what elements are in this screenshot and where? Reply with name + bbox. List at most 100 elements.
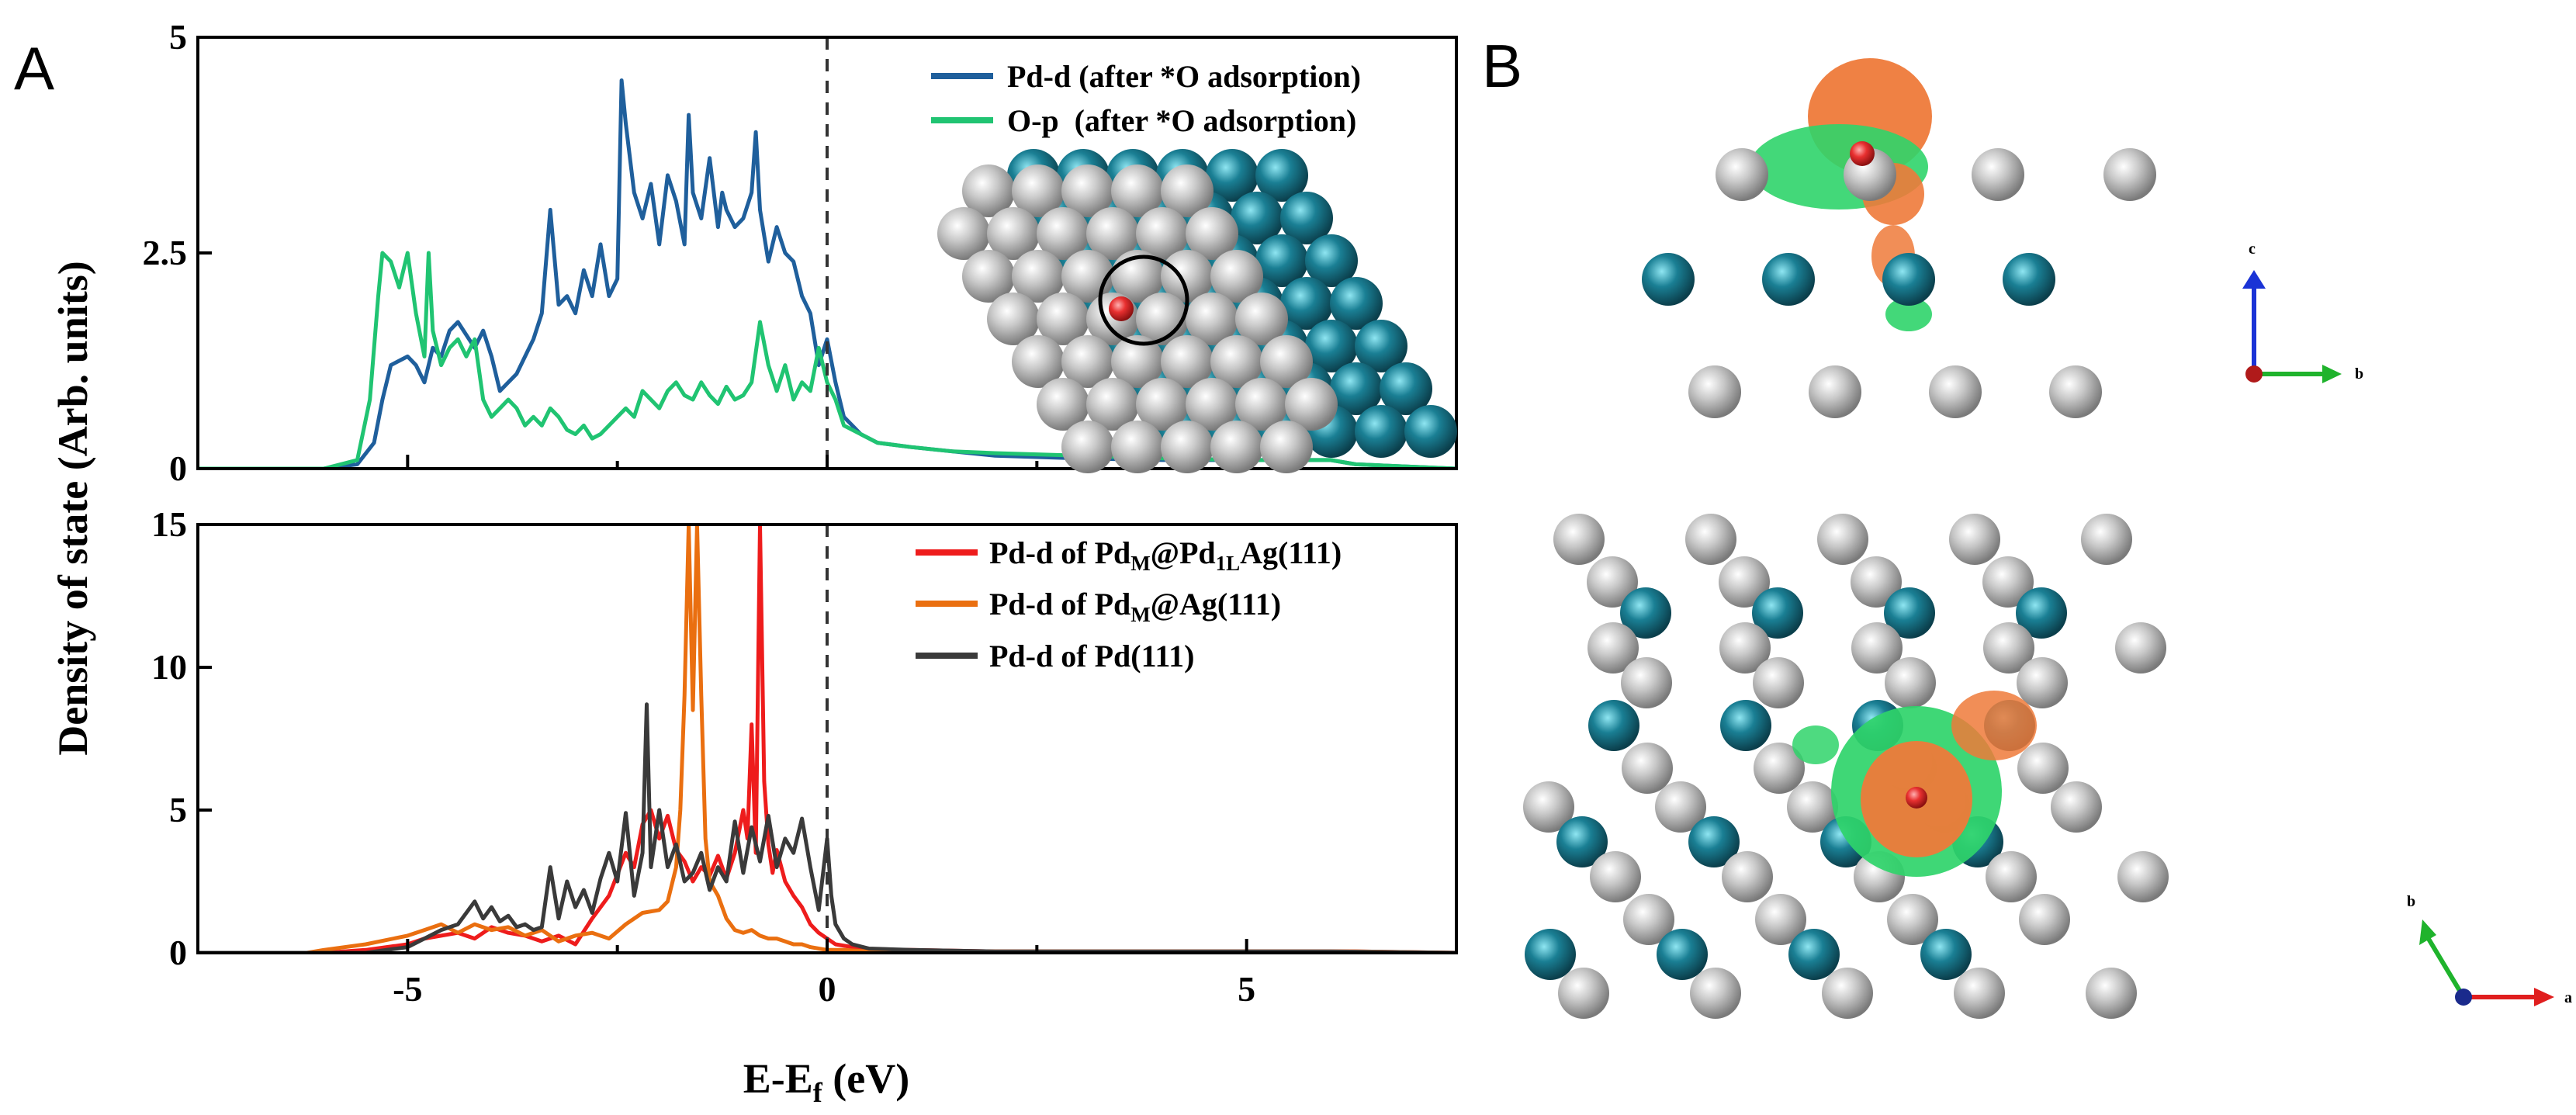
top-tick-group: 02.55 xyxy=(143,17,1248,488)
top-ag-atom xyxy=(1590,851,1641,902)
inset-ag-atom xyxy=(1260,421,1313,473)
top-ag-atom xyxy=(1722,851,1773,902)
inset-ag-atom xyxy=(962,164,1015,217)
inset-ag-atom xyxy=(1161,421,1214,473)
top-ag-atom xyxy=(1851,622,1903,674)
inset-ag-atom xyxy=(1210,335,1263,388)
axis-b-arrow-bottom xyxy=(2426,937,2466,999)
inset-pd-atom xyxy=(1404,405,1457,458)
top-ag-atom xyxy=(2017,657,2068,708)
inset-ag-atom xyxy=(1012,250,1065,303)
top-ag-atom xyxy=(2115,622,2166,674)
top-ag-atom xyxy=(1787,781,1838,833)
side-ag-atom xyxy=(1716,148,1768,201)
inset-ag-atom xyxy=(1136,378,1189,431)
top-dos-plot: 02.55 Pd-d (after *O adsorption) O-p (af… xyxy=(143,17,1458,488)
legend-pdm-pd1l-mid: @Pd xyxy=(1151,535,1216,570)
axis-origin-bottom xyxy=(2455,989,2472,1006)
inset-ag-atom xyxy=(1086,207,1139,260)
inset-pd-atom xyxy=(1255,234,1308,287)
bottom-tick-group: 0 5 10 15 -5 0 5 xyxy=(151,504,1255,1009)
crystal-axes-bottom: b a xyxy=(2407,893,2572,1006)
top-ag-atom xyxy=(1986,851,2037,902)
inset-ag-atom xyxy=(1111,421,1164,473)
axis-b-arrowhead-bottom xyxy=(2419,919,2436,945)
inset-ag-atom xyxy=(1012,164,1065,217)
top-series-group xyxy=(198,78,1456,469)
top-pd-atom xyxy=(1525,929,1576,980)
legend-label-pdm-ag: Pd-d of PdM@Ag(111) xyxy=(989,587,1281,626)
top-pd-atom xyxy=(1920,929,1972,980)
axis-origin-top xyxy=(2245,365,2263,383)
inset-ag-atom xyxy=(1161,164,1214,217)
side-pd-atom xyxy=(1762,253,1815,306)
inset-ag-atom xyxy=(1161,250,1214,303)
top-series-1-line xyxy=(198,78,1456,469)
inset-ag-atom xyxy=(1285,378,1338,431)
panel-a-label: A xyxy=(14,34,54,102)
top-ag-atom xyxy=(1753,657,1804,708)
y-axis-label: Density of state (Arb. units) xyxy=(50,261,96,755)
top-pd-atom xyxy=(1556,816,1608,867)
top-ag-atom xyxy=(1949,514,2000,565)
inset-pd-atom xyxy=(1280,277,1333,330)
top-o-atom xyxy=(1906,787,1927,809)
side-pd-atom xyxy=(1642,253,1695,306)
inset-ag-atom xyxy=(962,250,1015,303)
inset-ag-atom xyxy=(987,293,1040,345)
inset-pd-atom xyxy=(1380,362,1432,415)
top-ag-atom xyxy=(1719,622,1771,674)
top-ag-atom xyxy=(2051,781,2102,833)
top-ag-atom xyxy=(2019,894,2070,945)
charge-density-top-view xyxy=(1523,514,2169,1019)
inset-ag-atom xyxy=(1210,250,1263,303)
top-ag-atom xyxy=(1523,781,1574,833)
inset-ag-atom xyxy=(1161,335,1214,388)
top-ytick-label: 0 xyxy=(169,448,187,488)
top-ag-atom xyxy=(2086,968,2137,1019)
top-ag-atom xyxy=(1822,968,1873,1019)
inset-ag-atom xyxy=(1235,378,1288,431)
inset-ag-atom xyxy=(1061,421,1114,473)
bottom-xtick-label: 0 xyxy=(819,969,836,1009)
axis-c-label: c xyxy=(2249,241,2256,258)
bottom-ytick-label: 15 xyxy=(151,504,187,544)
top-legend: Pd-d (after *O adsorption) O-p (after *O… xyxy=(931,59,1361,138)
axis-b-arrowhead-top xyxy=(2322,365,2342,383)
inset-ag-atom xyxy=(1186,378,1238,431)
inset-pd-atom xyxy=(1330,277,1383,330)
inset-o-atom xyxy=(1109,296,1134,321)
bottom-series-2-line xyxy=(198,525,1456,953)
top-ag-atom xyxy=(1558,968,1609,1019)
inset-ag-atom xyxy=(1235,293,1288,345)
top-ag-atom xyxy=(1621,657,1672,708)
axis-a-label: a xyxy=(2564,989,2572,1006)
top-pd-atom xyxy=(2016,587,2067,639)
inset-ag-atom xyxy=(1037,293,1089,345)
panel-b-label: B xyxy=(1482,32,1522,100)
x-axis-label-main: E-E xyxy=(743,1055,813,1102)
legend-pdm-ag-sub1: M xyxy=(1130,603,1150,626)
axis-c-arrowhead xyxy=(2242,270,2266,289)
inset-ag-atom xyxy=(1061,335,1114,388)
inset-ag-atom xyxy=(1260,335,1313,388)
inset-ag-atom xyxy=(1210,421,1263,473)
depletion-lobe xyxy=(1951,691,2037,760)
legend-label-pd111: Pd-d of Pd(111) xyxy=(989,639,1194,674)
top-series-2-line xyxy=(198,251,1456,469)
legend-pdm-pd1l-sub1: M xyxy=(1130,552,1150,575)
bottom-series-group xyxy=(198,525,1456,953)
inset-ag-atom xyxy=(1086,378,1139,431)
legend-pdm-ag-prefix: Pd-d of Pd xyxy=(989,587,1130,622)
top-ag-atom xyxy=(1622,743,1673,794)
inset-ag-atom xyxy=(1037,378,1089,431)
top-ag-atom xyxy=(1587,556,1638,608)
legend-pdm-pd1l-prefix: Pd-d of Pd xyxy=(989,535,1130,570)
side-ag-atom xyxy=(2103,148,2156,201)
top-pd-atom xyxy=(1720,700,1771,751)
inset-pd-atom xyxy=(1355,405,1407,458)
top-ag-atom xyxy=(2081,514,2132,565)
inset-pd-atom xyxy=(1305,320,1358,372)
top-ag-atom xyxy=(1817,514,1868,565)
bottom-legend: Pd-d of PdM@Pd1LAg(111) Pd-d of PdM@Ag(1… xyxy=(916,535,1342,674)
